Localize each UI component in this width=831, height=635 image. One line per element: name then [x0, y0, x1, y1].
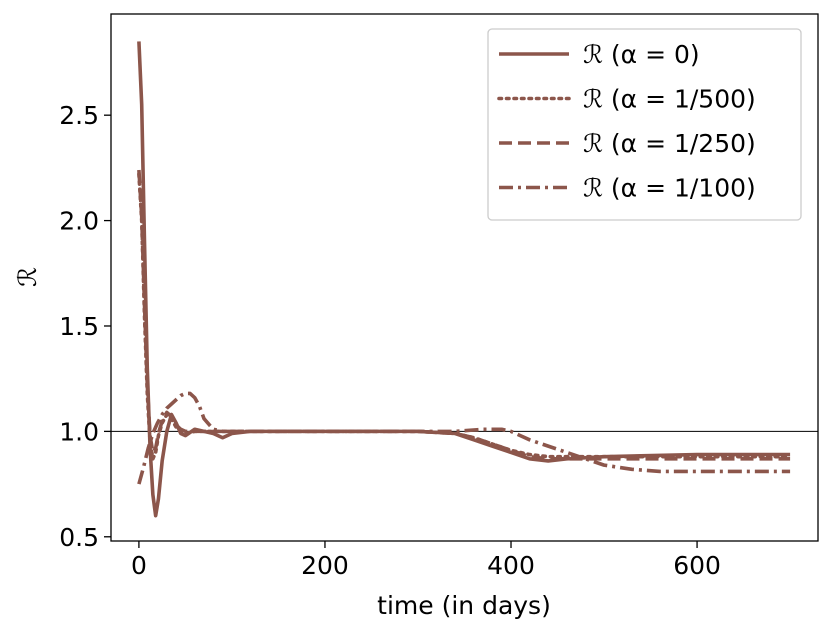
y-axis-label: ℛ [13, 267, 42, 287]
x-tick-label: 0 [131, 551, 147, 580]
y-tick-label: 0.5 [59, 523, 99, 552]
legend-label: ℛ (α = 1/500) [583, 85, 756, 114]
y-tick-label: 2.0 [59, 207, 99, 236]
series-line-1 [137, 41, 791, 518]
legend-label: ℛ (α = 0) [583, 40, 700, 69]
x-tick-label: 600 [673, 551, 721, 580]
series-line-4 [137, 391, 791, 485]
legend-box [487, 28, 802, 221]
plot-frame [110, 13, 819, 542]
plot-area [111, 41, 818, 518]
x-tick-label: 200 [301, 551, 349, 580]
legend: ℛ (α = 0) ℛ (α = 1/500) ℛ (α = 1/250) ℛ (α … [487, 28, 802, 221]
y-tick-label: 1.5 [59, 312, 99, 341]
y-tick-label: 1.0 [59, 417, 99, 446]
y-tick-label: 2.5 [59, 101, 99, 130]
x-axis-label: time (in days) [377, 591, 551, 620]
legend-label: ℛ (α = 1/250) [583, 129, 756, 158]
axis-ticks: 0 200 400 600 0.5 1.0 1.5 2.0 2.5 [59, 101, 721, 580]
series-line-3 [137, 169, 791, 461]
legend-label: ℛ (α = 1/100) [583, 174, 756, 203]
x-tick-label: 400 [487, 551, 535, 580]
